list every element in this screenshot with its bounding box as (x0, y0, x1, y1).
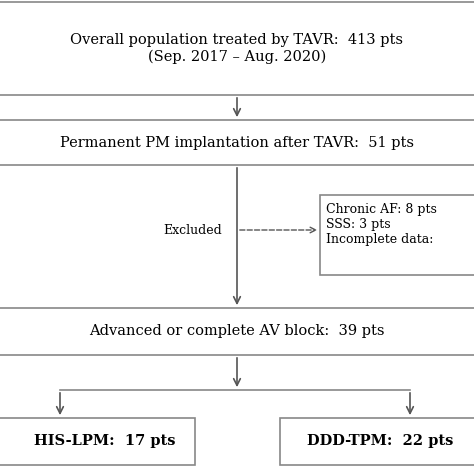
Bar (280, 418, 474, 465)
Text: Advanced or complete AV block:  39 pts: Advanced or complete AV block: 39 pts (89, 325, 385, 338)
Text: DDD-TPM:  22 pts: DDD-TPM: 22 pts (307, 435, 453, 448)
Text: Permanent PM implantation after TAVR:  51 pts: Permanent PM implantation after TAVR: 51… (60, 136, 414, 149)
Bar (0, 2, 474, 95)
Bar (0, 120, 474, 165)
Bar (320, 195, 474, 275)
Text: Excluded: Excluded (163, 224, 222, 237)
Text: Chronic AF: 8 pts
SSS: 3 pts
Incomplete data:: Chronic AF: 8 pts SSS: 3 pts Incomplete … (326, 203, 437, 246)
Bar (0, 308, 474, 355)
Text: Overall population treated by TAVR:  413 pts
(Sep. 2017 – Aug. 2020): Overall population treated by TAVR: 413 … (71, 33, 403, 64)
Text: HIS-LPM:  17 pts: HIS-LPM: 17 pts (34, 435, 176, 448)
Bar (0, 418, 195, 465)
